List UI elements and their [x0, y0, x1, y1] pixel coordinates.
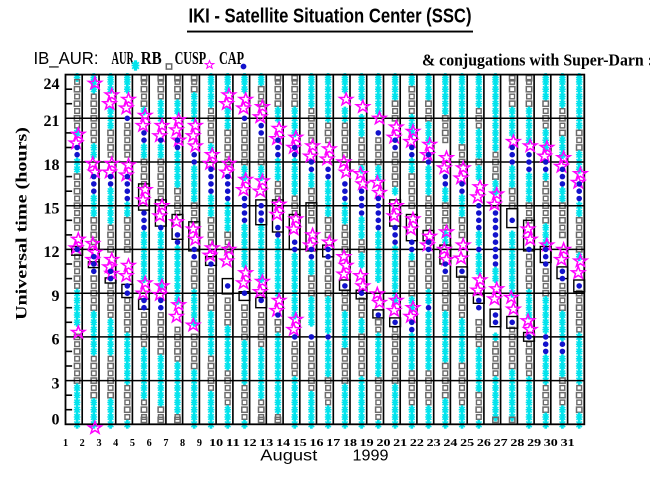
svg-text:CAP: CAP — [219, 48, 244, 68]
svg-text:IB_AUR:: IB_AUR: — [34, 48, 99, 69]
svg-text:RB: RB — [141, 48, 162, 68]
svg-text:9: 9 — [197, 438, 202, 449]
svg-text:15: 15 — [44, 201, 60, 218]
svg-text:31: 31 — [561, 438, 575, 449]
svg-text:19: 19 — [360, 438, 374, 449]
svg-text:24: 24 — [44, 76, 60, 93]
svg-text:Universal time (hours): Universal time (hours) — [14, 127, 31, 320]
svg-text:12: 12 — [243, 438, 257, 449]
svg-text:7: 7 — [163, 438, 168, 449]
svg-text:6: 6 — [52, 332, 60, 349]
svg-text:16: 16 — [310, 438, 324, 449]
svg-text:24: 24 — [443, 438, 457, 449]
svg-text:21: 21 — [393, 438, 407, 449]
svg-text:& conjugations with Super-Darn: & conjugations with Super-Darn : — [422, 51, 650, 70]
svg-text:4: 4 — [113, 438, 118, 449]
svg-text:23: 23 — [427, 438, 441, 449]
svg-text:3: 3 — [52, 375, 60, 392]
svg-text:26: 26 — [477, 438, 491, 449]
svg-text:13: 13 — [259, 438, 273, 449]
svg-text:10: 10 — [209, 438, 223, 449]
svg-text:28: 28 — [510, 438, 524, 449]
svg-text:CUSP: CUSP — [175, 48, 207, 68]
svg-text:11: 11 — [226, 438, 240, 449]
svg-text:30: 30 — [544, 438, 558, 449]
svg-text:0: 0 — [52, 412, 60, 429]
svg-text:1: 1 — [63, 438, 68, 449]
svg-text:22: 22 — [410, 438, 424, 449]
svg-text:18: 18 — [44, 157, 60, 174]
svg-text:IKI - Satellite Situation Cent: IKI - Satellite Situation Center (SSC) — [189, 5, 472, 28]
svg-text:2: 2 — [80, 438, 85, 449]
svg-text:20: 20 — [377, 438, 391, 449]
svg-text:8: 8 — [180, 438, 185, 449]
svg-text:21: 21 — [44, 113, 60, 130]
svg-text:25: 25 — [460, 438, 474, 449]
svg-text:12: 12 — [44, 244, 60, 261]
svg-text:27: 27 — [494, 438, 508, 449]
svg-text:14: 14 — [276, 438, 290, 449]
svg-text:1999: 1999 — [353, 448, 389, 465]
svg-text:6: 6 — [147, 438, 152, 449]
svg-text:5: 5 — [130, 438, 135, 449]
svg-text:17: 17 — [326, 438, 340, 449]
svg-text:AUR: AUR — [112, 48, 135, 68]
svg-text:3: 3 — [96, 438, 101, 449]
svg-text:9: 9 — [52, 288, 60, 305]
svg-text:18: 18 — [343, 438, 357, 449]
svg-text:August: August — [260, 448, 318, 465]
svg-text:29: 29 — [527, 438, 541, 449]
svg-text:15: 15 — [293, 438, 307, 449]
